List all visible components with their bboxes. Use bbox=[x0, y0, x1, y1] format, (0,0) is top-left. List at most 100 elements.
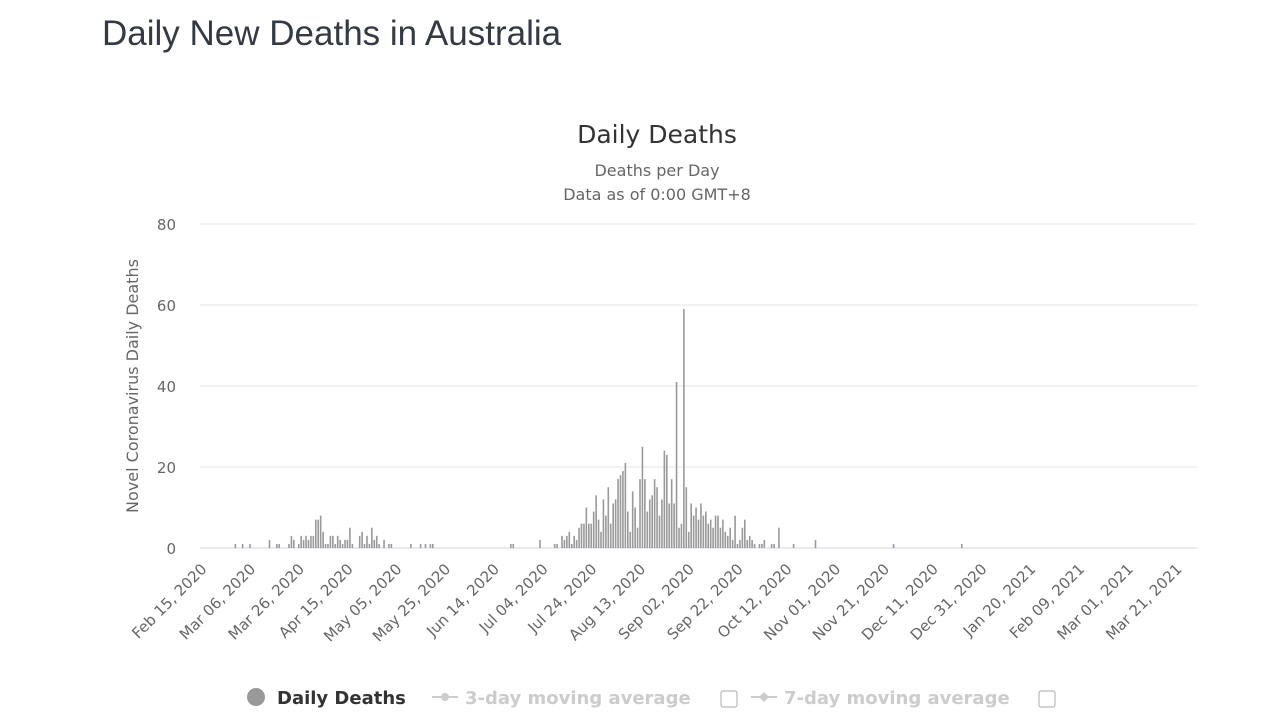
bar bbox=[334, 543, 337, 548]
bar bbox=[622, 471, 624, 548]
bar bbox=[731, 539, 734, 548]
bar bbox=[619, 475, 622, 548]
bar bbox=[726, 535, 729, 548]
bar bbox=[588, 523, 590, 548]
bar bbox=[607, 487, 610, 548]
bar bbox=[646, 511, 649, 548]
bar bbox=[712, 527, 714, 548]
legend-3-day-average[interactable]: 3-day moving average bbox=[432, 688, 691, 709]
bar bbox=[583, 523, 585, 548]
bar bbox=[700, 503, 702, 548]
bar bbox=[424, 543, 427, 548]
bar bbox=[639, 479, 641, 548]
bar bbox=[275, 543, 278, 548]
bar bbox=[368, 543, 371, 548]
bar bbox=[734, 515, 736, 548]
bar bbox=[612, 503, 614, 548]
bar bbox=[302, 539, 305, 548]
bar bbox=[595, 495, 597, 548]
bar bbox=[278, 543, 281, 548]
bar bbox=[675, 381, 678, 548]
bar bbox=[685, 487, 688, 548]
bar bbox=[729, 527, 731, 548]
bar bbox=[539, 539, 541, 548]
bar bbox=[653, 479, 656, 548]
bar bbox=[293, 539, 295, 548]
3-day-average-checkbox[interactable] bbox=[720, 690, 738, 708]
bar bbox=[751, 539, 753, 548]
bar bbox=[705, 511, 707, 548]
bar bbox=[332, 535, 334, 548]
7-day-average-checkbox[interactable] bbox=[1038, 690, 1056, 708]
bar bbox=[600, 531, 602, 548]
y-tick-label: 60 bbox=[157, 297, 176, 315]
bar bbox=[336, 535, 339, 548]
bar bbox=[709, 519, 712, 548]
bar bbox=[346, 539, 349, 548]
bar bbox=[673, 503, 675, 548]
bar bbox=[658, 515, 661, 548]
bar bbox=[744, 519, 746, 548]
bar bbox=[351, 543, 354, 548]
page-title: Daily New Deaths in Australia bbox=[102, 14, 562, 53]
bar bbox=[249, 543, 251, 548]
bar bbox=[512, 543, 515, 548]
bar bbox=[566, 535, 568, 548]
bar bbox=[563, 539, 566, 548]
bar bbox=[597, 519, 600, 548]
bar bbox=[644, 479, 646, 548]
bar bbox=[341, 543, 344, 548]
legend-label: Daily Deaths bbox=[277, 688, 406, 709]
bar bbox=[634, 507, 636, 548]
bar bbox=[510, 543, 512, 548]
legend-label: 3-day moving average bbox=[465, 688, 691, 709]
bar bbox=[636, 527, 639, 548]
bar bbox=[429, 543, 432, 548]
bar bbox=[349, 527, 351, 548]
bar bbox=[761, 543, 763, 548]
bar bbox=[702, 515, 705, 548]
legend-daily-deaths[interactable]: Daily Deaths bbox=[247, 688, 406, 709]
bar bbox=[605, 515, 607, 548]
bar bbox=[680, 523, 683, 548]
bar bbox=[358, 535, 361, 548]
bar bbox=[373, 539, 376, 548]
bar bbox=[753, 543, 756, 548]
bar bbox=[692, 515, 695, 548]
bar bbox=[375, 535, 378, 548]
chart-subtitle-2: Data as of 0:00 GMT+8 bbox=[563, 185, 751, 204]
bar bbox=[670, 479, 673, 548]
bar bbox=[431, 543, 434, 548]
bar bbox=[602, 499, 605, 548]
legend-7-day-average[interactable]: 7-day moving average bbox=[751, 688, 1010, 709]
bar bbox=[631, 491, 634, 548]
y-tick-label: 0 bbox=[166, 540, 176, 558]
bar bbox=[568, 531, 571, 548]
bar bbox=[892, 543, 895, 548]
bar bbox=[327, 543, 329, 548]
bar bbox=[683, 309, 685, 548]
bar bbox=[378, 543, 380, 548]
bar bbox=[741, 527, 744, 548]
legend-marker-3-day bbox=[441, 693, 449, 701]
bar bbox=[778, 527, 780, 548]
bar bbox=[722, 519, 724, 548]
bar bbox=[960, 543, 963, 548]
bar bbox=[724, 531, 727, 548]
bar bbox=[410, 543, 412, 548]
bar bbox=[580, 523, 583, 548]
bar bbox=[656, 487, 658, 548]
bar bbox=[556, 543, 558, 548]
bar bbox=[322, 531, 324, 548]
bar bbox=[234, 543, 237, 548]
y-axis-label: Novel Coronavirus Daily Deaths bbox=[123, 259, 142, 513]
bar bbox=[617, 479, 619, 548]
bar bbox=[585, 507, 588, 548]
bar bbox=[627, 511, 629, 548]
bar bbox=[661, 499, 663, 548]
bar bbox=[344, 539, 346, 548]
bar bbox=[758, 543, 761, 548]
bar bbox=[363, 543, 366, 548]
bar bbox=[317, 519, 320, 548]
